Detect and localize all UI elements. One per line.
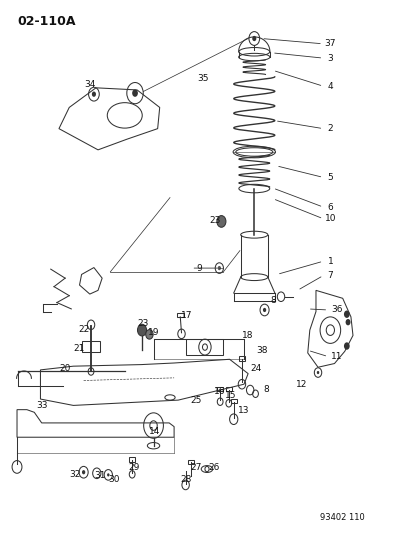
Text: 93402 110: 93402 110 (319, 513, 364, 522)
Text: 24: 24 (249, 364, 261, 373)
Circle shape (216, 216, 225, 227)
Text: 15: 15 (225, 391, 236, 400)
Text: 9: 9 (195, 264, 201, 272)
Text: 2: 2 (327, 124, 332, 133)
Circle shape (345, 319, 350, 325)
Text: 22: 22 (78, 325, 89, 334)
Text: 4: 4 (327, 82, 332, 91)
Circle shape (343, 311, 349, 318)
Circle shape (252, 36, 256, 41)
Text: 12: 12 (295, 379, 306, 389)
Circle shape (145, 329, 153, 339)
Bar (225, 387, 231, 391)
Circle shape (107, 473, 109, 477)
Bar (186, 339, 223, 355)
Text: 37: 37 (324, 39, 335, 49)
Text: 36: 36 (330, 305, 342, 314)
Text: 13: 13 (238, 406, 249, 415)
Text: 25: 25 (190, 395, 201, 405)
Bar (81, 341, 100, 352)
Bar (230, 399, 237, 403)
Bar (176, 313, 183, 317)
Text: 10: 10 (324, 214, 335, 223)
Text: 5: 5 (327, 173, 332, 182)
Text: 1: 1 (327, 257, 332, 265)
Circle shape (316, 371, 318, 374)
Text: 17: 17 (180, 311, 192, 320)
Text: 14: 14 (149, 427, 160, 437)
Text: 21: 21 (73, 344, 84, 353)
Bar (217, 387, 223, 391)
Text: 34: 34 (84, 80, 95, 89)
Text: 02-110A: 02-110A (18, 14, 76, 28)
Text: 23: 23 (137, 319, 149, 328)
Text: 19: 19 (147, 328, 159, 337)
Text: 8: 8 (269, 296, 275, 305)
Circle shape (92, 92, 96, 97)
Text: 32: 32 (69, 470, 80, 479)
Bar (129, 457, 135, 462)
Text: 7: 7 (327, 271, 332, 280)
Text: 28: 28 (180, 475, 192, 484)
Text: 20: 20 (59, 364, 71, 373)
Circle shape (217, 266, 221, 270)
Text: 8: 8 (263, 385, 269, 394)
Circle shape (343, 342, 349, 350)
Circle shape (262, 308, 266, 312)
Text: 11: 11 (330, 352, 342, 361)
Circle shape (132, 90, 138, 97)
Text: 18: 18 (242, 331, 253, 340)
Circle shape (82, 470, 85, 474)
Bar (238, 356, 244, 361)
Text: 26: 26 (208, 464, 220, 472)
Text: 31: 31 (94, 471, 106, 480)
Text: 35: 35 (197, 74, 208, 83)
Text: 27: 27 (190, 464, 201, 472)
Circle shape (137, 324, 146, 336)
Bar (188, 459, 194, 464)
Text: 6: 6 (327, 203, 332, 212)
Text: 16: 16 (213, 387, 225, 396)
Text: 23: 23 (209, 216, 221, 225)
Text: 38: 38 (256, 346, 268, 355)
Text: 33: 33 (36, 401, 47, 410)
Text: 3: 3 (327, 54, 332, 62)
Text: 30: 30 (109, 475, 120, 484)
Text: 29: 29 (128, 464, 139, 472)
